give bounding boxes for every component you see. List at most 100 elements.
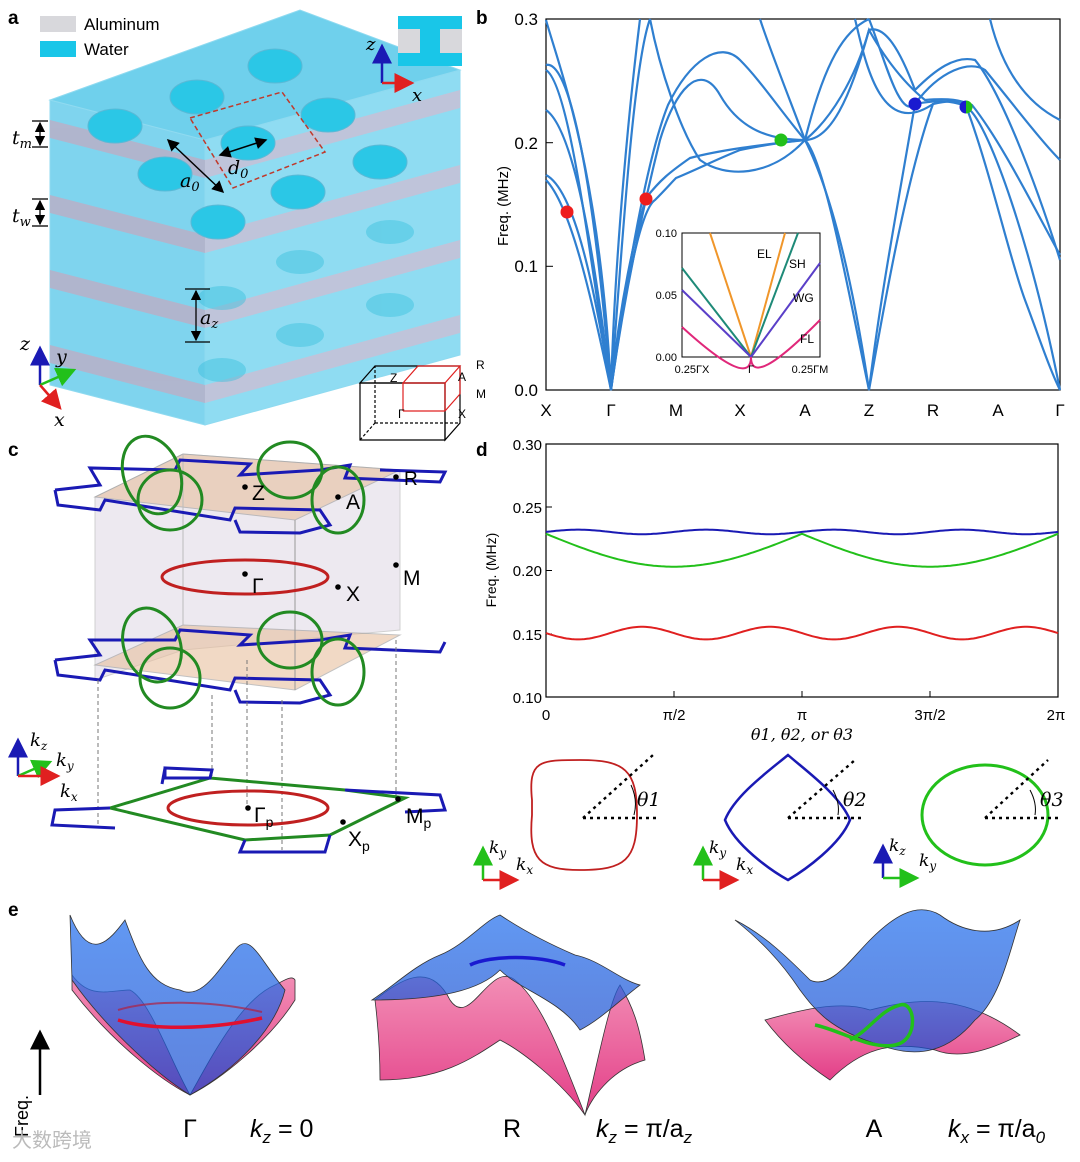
label-az: az [200, 307, 218, 332]
nodal-ring-green [256, 610, 324, 670]
nodal-ring-green [121, 606, 183, 684]
nodal-ring-green [120, 434, 184, 516]
loop-axis-up: ky [489, 838, 506, 860]
inset-ytick: 0.10 [656, 228, 677, 240]
c-points [242, 474, 399, 590]
loop-axes [473, 843, 920, 890]
inset-ytick: 0.00 [656, 352, 677, 364]
c-point-Z: Z [252, 482, 265, 505]
inset-curve-WG [750, 262, 821, 358]
label-tm: tm [12, 127, 32, 152]
b-xtick: Γ [606, 401, 615, 420]
surface-nodal-red [166, 789, 330, 827]
nodal-ring-green [310, 637, 366, 707]
loop-axis-up: ky [709, 838, 726, 860]
weyl-point-blue [908, 97, 922, 111]
panel-e: e Freq. Γ kz = 0 R kz = π/az A kx = π/a0 [8, 900, 1046, 1152]
b-xtick: Z [864, 401, 874, 420]
bz-A: A [458, 370, 466, 384]
inset-curve-EL [709, 232, 752, 358]
inset-xtick: 0.25ΓM [792, 364, 829, 376]
d-xlabel: θ1, θ2, or θ3 [751, 725, 853, 744]
nodal-line-r [469, 955, 566, 967]
angle-theta2: θ2 [843, 789, 867, 811]
nodal-line-blue [53, 628, 447, 705]
inset-curve-FL [681, 319, 821, 370]
b-ytick: 0.3 [514, 10, 538, 29]
legend-water-label: Water [84, 40, 129, 59]
c-point-G: Γ [252, 575, 264, 598]
axes-triad-c [7, 737, 61, 786]
band-curve [544, 18, 1061, 391]
loop-axis-right: ky [919, 851, 936, 873]
d-series-1 [545, 532, 1059, 568]
nodal-ring-red [160, 558, 330, 596]
bz-X: X [458, 407, 466, 421]
brillouin-zone [358, 365, 462, 442]
nodal-ring-green [256, 440, 324, 500]
watermark: 大数跨境 [12, 1129, 92, 1152]
c-point-M: M [403, 567, 421, 590]
caption-a-cond: kx = π/a0 [948, 1115, 1046, 1147]
surface-bz [50, 766, 448, 854]
inset-axis-x: x [412, 85, 422, 106]
legend-aluminum-swatch [40, 16, 76, 32]
loop-shapes [530, 753, 1060, 882]
panel-e-letter: e [8, 900, 19, 921]
surface-a [734, 909, 1021, 1081]
inset-curve-WG [681, 289, 752, 358]
inset-curve-EL [750, 232, 786, 358]
caption-gamma-point: Γ [183, 1115, 197, 1143]
weyl-point-blue-half [959, 100, 966, 114]
d-ytick: 0.30 [513, 437, 542, 454]
nodal-ring-green [310, 465, 366, 535]
nodal-line-gamma [117, 1016, 263, 1030]
axis-kz-c: kz [30, 730, 48, 753]
d-xtick: 2π [1047, 707, 1066, 724]
layered-block [48, 9, 462, 426]
inset-xtick: 0.25ΓX [675, 364, 710, 376]
panel-c-letter: c [8, 440, 19, 461]
panel-a-letter: a [8, 8, 19, 29]
inset-mode-EL: EL [757, 247, 772, 261]
d-yticks: 0.10 0.15 0.20 0.25 0.30 [513, 437, 552, 707]
d-xtick: π [797, 707, 807, 724]
b-xtick: R [927, 401, 939, 420]
nodal-line-a [814, 1003, 915, 1048]
b-plot-frame [545, 18, 1061, 391]
axis-z-a: z [19, 333, 31, 355]
d-series-2 [545, 625, 1059, 641]
b-inset: EL SH WG FL 0.00 0.05 0.10 0.25ΓX Γ 0.25… [656, 228, 829, 376]
cross-section-inset [372, 16, 462, 93]
projection-lines [97, 640, 397, 850]
d-curves [545, 528, 1059, 641]
c-point-X: X [346, 583, 360, 606]
legend-water-swatch [40, 41, 76, 57]
label-tw: tw [12, 205, 31, 230]
loop-axis-up: kz [889, 836, 906, 858]
angle-theta3: θ3 [1040, 789, 1064, 811]
d-ylabel: Freq. (MHz) [483, 533, 499, 608]
nodal-ring-green [136, 468, 204, 532]
b-bands [544, 18, 1062, 391]
bz-G: Γ [398, 407, 405, 421]
c-point-R: R [404, 469, 418, 490]
panel-d: d Freq. (MHz) 0.10 0.15 0.20 0.25 0.30 0… [473, 437, 1066, 890]
b-xtick: M [669, 401, 683, 420]
c-point-A: A [346, 491, 360, 514]
panel-c: c R Z A Γ X M [7, 434, 448, 854]
axis-kx-c: kx [60, 781, 78, 804]
nodal-line-blue [53, 458, 448, 535]
freq-label: Freq. [12, 1095, 32, 1137]
d-ytick: 0.20 [513, 563, 542, 580]
caption-r-point: R [503, 1115, 521, 1143]
inset-curve-SH [681, 267, 752, 358]
loop-axis-right: kx [736, 855, 753, 877]
bz-R: R [476, 358, 485, 372]
d-ytick: 0.10 [513, 690, 542, 707]
surface-nodal-blue [50, 766, 448, 854]
weyl-point-red [639, 192, 653, 206]
b-ylabel: Freq. (MHz) [495, 166, 512, 246]
label-a0: a0 [180, 170, 200, 195]
